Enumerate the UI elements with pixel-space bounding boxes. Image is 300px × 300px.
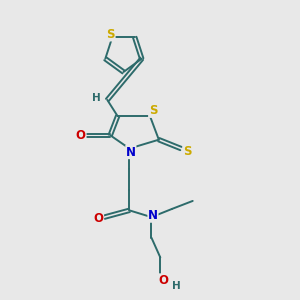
Text: O: O [158, 274, 168, 287]
Text: H: H [172, 281, 181, 291]
Text: H: H [92, 93, 100, 103]
Text: O: O [94, 212, 103, 225]
Text: N: N [148, 209, 158, 222]
Text: O: O [76, 129, 86, 142]
Text: S: S [149, 104, 157, 117]
Text: S: S [106, 28, 115, 41]
Text: N: N [126, 146, 136, 159]
Text: S: S [183, 145, 192, 158]
